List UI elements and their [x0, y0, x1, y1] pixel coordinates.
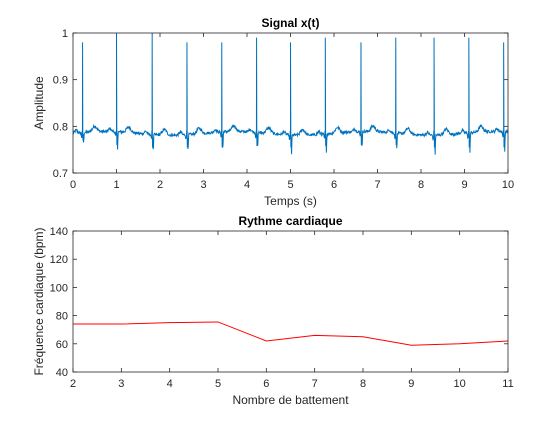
heart-rate-xtick-label: 2: [70, 378, 76, 390]
signal-xtick-label: 9: [461, 179, 467, 191]
signal-xlabel: Temps (s): [264, 194, 317, 208]
signal-xtick-label: 7: [374, 179, 380, 191]
heart-rate-ytick-label: 140: [50, 226, 68, 238]
heart-rate-xtick-label: 6: [263, 378, 269, 390]
signal-xtick-label: 2: [157, 179, 163, 191]
signal-xtick-label: 5: [287, 179, 293, 191]
heart-rate-ticks: 2 3 4 5 6 7 8 9 10 11 40 60 80 100 120 140: [50, 226, 514, 390]
signal-xtick-label: 4: [244, 179, 250, 191]
heart-rate-xtick-label: 9: [408, 378, 414, 390]
signal-series-line: [72, 32, 509, 155]
heart-rate-ytick-label: 100: [50, 282, 68, 294]
signal-ticks: 0 1 2 3 4 5 6 7 8 9 10 0.7 0.8 0.9 1: [53, 28, 514, 191]
signal-title: Signal x(t): [261, 16, 319, 30]
signal-ytick-label: 0.9: [53, 75, 68, 87]
heart-rate-ylabel: Fréquence cardiaque (bpm): [32, 227, 46, 375]
heart-rate-series-line: [73, 321, 509, 346]
signal-ytick-label: 0.8: [53, 121, 68, 133]
signal-ytick-label: 1: [62, 28, 68, 40]
heart-rate-axes: 2 3 4 5 6 7 8 9 10 11 40 60 80 100 120 140 Rythme cardi…: [32, 214, 514, 407]
heart-rate-xtick-label: 5: [215, 378, 221, 390]
heart-rate-title: Rythme cardiaque: [238, 214, 342, 228]
heart-rate-ytick-label: 40: [56, 367, 68, 379]
heart-rate-xtick-label: 10: [454, 378, 466, 390]
heart-rate-xlabel: Nombre de battement: [232, 393, 349, 407]
heart-rate-xtick-label: 8: [360, 378, 366, 390]
heart-rate-xtick-label: 7: [312, 378, 318, 390]
heart-rate-xtick-label: 3: [118, 378, 124, 390]
signal-xtick-label: 3: [200, 179, 206, 191]
signal-ylabel: Amplitude: [32, 76, 46, 130]
signal-axes-box: [72, 32, 509, 174]
heart-rate-ytick-label: 60: [56, 339, 68, 351]
heart-rate-xtick-label: 11: [502, 378, 513, 390]
heart-rate-ytick-label: 80: [56, 311, 68, 323]
signal-axes: 0 1 2 3 4 5 6 7 8 9 10 0.7 0.8 0.9 1 Signal x(t) Temps…: [32, 16, 514, 208]
signal-xtick-label: 6: [331, 179, 337, 191]
signal-xtick-label: 1: [113, 179, 119, 191]
heart-rate-ytick-label: 120: [50, 254, 68, 266]
heart-rate-axes-box: [72, 230, 509, 373]
signal-ytick-label: 0.7: [53, 168, 68, 180]
signal-xtick-label: 8: [418, 179, 424, 191]
signal-xtick-label: 0: [70, 179, 76, 191]
signal-xtick-label: 10: [502, 179, 514, 191]
heart-rate-xtick-label: 4: [167, 378, 173, 390]
